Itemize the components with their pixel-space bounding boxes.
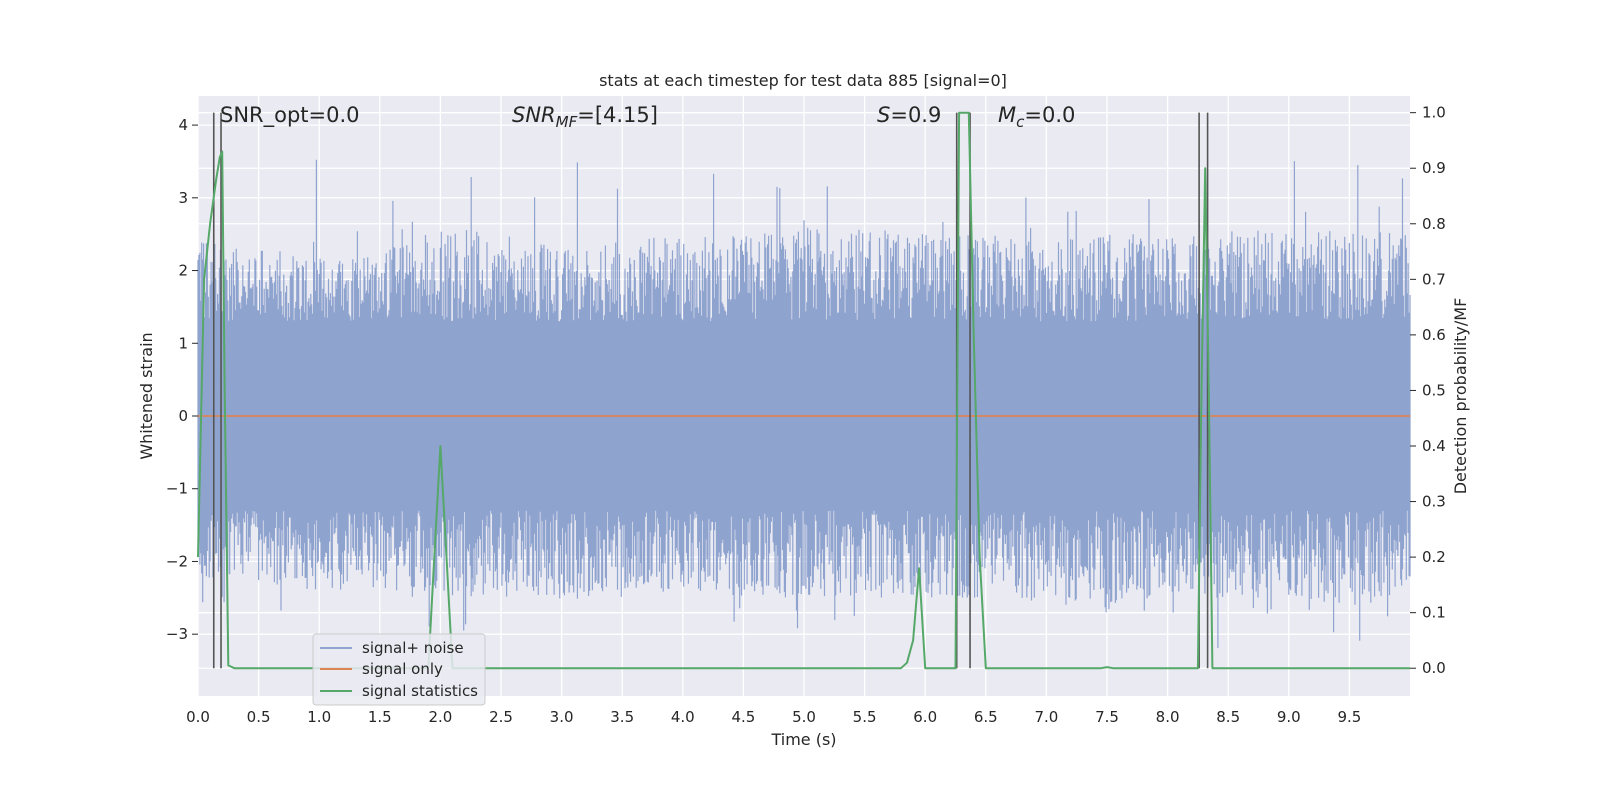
y-right-tick-label-6: 0.4 [1422,437,1446,455]
snr-mf-value: =[4.15] [577,103,658,127]
y-right-tick-label-2: 0.8 [1422,215,1446,233]
y-left-axis-label: Whitened strain [137,332,156,459]
chart-title: stats at each timestep for test data 885… [599,71,1007,90]
x-tick-label-11: 5.5 [853,708,877,726]
x-tick-label-18: 9.0 [1277,708,1301,726]
x-tick-labels: 0.0 0.5 1.0 1.5 2.0 2.5 3.0 3.5 4.0 4.5 5.0 5.5 6.0 6… [186,708,1361,726]
legend-box [312,633,486,706]
legend-label-signal-statistics: signal statistics [362,682,478,700]
x-tick-label-6: 3.0 [550,708,574,726]
mc-sub: c [1016,113,1025,131]
snr-mf-base: SNR [512,103,556,127]
x-tick-label-4: 2.0 [428,708,452,726]
y-right-tick-label-0: 1.0 [1422,104,1446,122]
annotation-snr-opt: SNR_opt=0.0 [220,103,360,128]
x-tick-label-2: 1.0 [307,708,331,726]
y-right-tick-label-10: 0.0 [1422,659,1446,677]
x-tick-label-16: 8.0 [1156,708,1180,726]
y-left-tick-label-6: −2 [166,552,188,570]
legend-label-signal-only: signal only [362,660,443,678]
x-tick-label-17: 8.5 [1216,708,1240,726]
x-tick-label-7: 3.5 [610,708,634,726]
y-right-tick-label-3: 0.7 [1422,270,1446,288]
snr-mf-sub: MF [556,113,578,131]
annotation-snr-mf: SNRMF=[4.15] [512,103,658,131]
y-left-tick-label-5: −1 [166,480,188,498]
y-right-tick-label-7: 0.3 [1422,493,1446,511]
y-right-tick-label-4: 0.6 [1422,326,1446,344]
legend: signal+ noise signal only signal statist… [312,633,486,706]
y-left-tick-label-4: 0 [178,407,188,425]
x-tick-label-8: 4.0 [671,708,695,726]
series-signal-statistics [197,111,1410,670]
x-tick-label-12: 6.0 [913,708,937,726]
y-left-tick-label-1: 3 [178,189,188,207]
x-tick-label-0: 0.0 [186,708,210,726]
y-right-axis-label: Detection probability/MF [1451,298,1470,495]
x-axis-label: Time (s) [770,730,836,749]
x-tick-label-1: 0.5 [247,708,271,726]
y-left-tick-label-0: 4 [178,116,188,134]
y-left-tick-label-7: −3 [166,625,188,643]
x-tick-label-13: 6.5 [974,708,998,726]
x-tick-label-9: 4.5 [731,708,755,726]
x-tick-label-5: 2.5 [489,708,513,726]
x-tick-label-15: 7.5 [1095,708,1119,726]
annotation-s: S=0.9 [877,103,941,127]
legend-label-signal-noise: signal+ noise [362,639,464,657]
s-value: =0.9 [890,103,941,127]
y-right-tick-labels: 1.0 0.9 0.8 0.7 0.6 0.5 0.4 0.3 0.2 0.1 0.0 [1410,104,1446,677]
s-var: S [877,103,890,127]
x-tick-label-10: 5.0 [792,708,816,726]
annotation-mc: Mc=0.0 [998,103,1075,131]
y-left-tick-label-2: 2 [178,262,188,280]
x-tick-label-19: 9.5 [1337,708,1361,726]
y-right-tick-label-5: 0.5 [1422,381,1446,399]
y-right-tick-label-1: 0.9 [1422,159,1446,177]
y-right-tick-label-8: 0.2 [1422,548,1446,566]
y-left-tick-label-3: 1 [178,334,188,352]
x-tick-label-14: 7.0 [1034,708,1058,726]
y-right-tick-label-9: 0.1 [1422,604,1446,622]
x-tick-label-3: 1.5 [368,708,392,726]
signal-statistics-line [197,111,1410,670]
mc-var: M [998,103,1016,127]
mc-value: =0.0 [1024,103,1075,127]
y-left-tick-labels: 4 3 2 1 0 −1 −2 −3 [166,116,198,643]
